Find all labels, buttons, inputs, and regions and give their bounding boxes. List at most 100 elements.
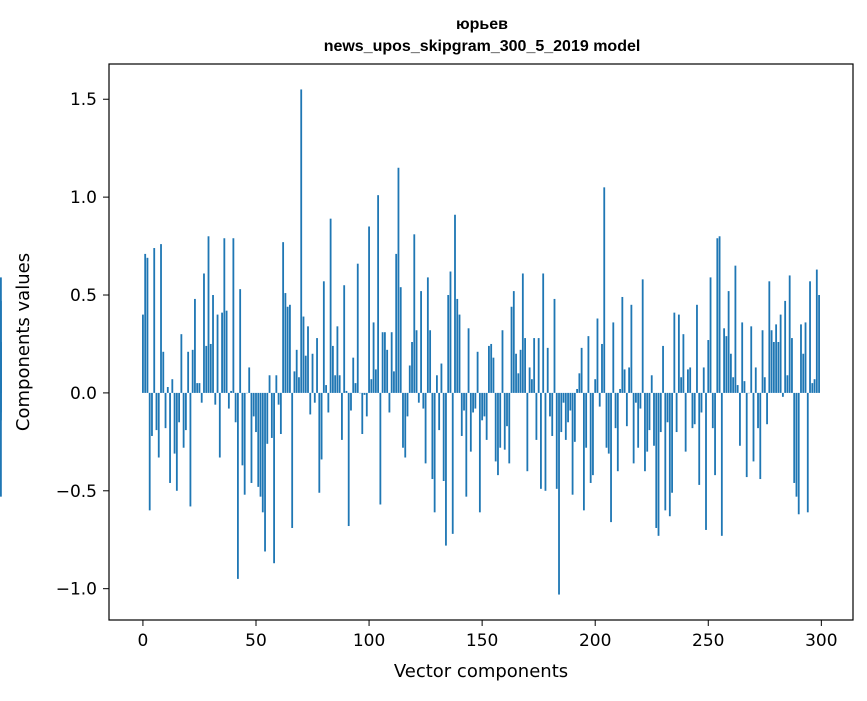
bar: [149, 393, 151, 510]
bar: [438, 393, 440, 430]
bar: [294, 371, 296, 393]
bar: [753, 393, 755, 462]
bar: [242, 393, 244, 465]
bar: [633, 393, 635, 463]
bar: [330, 219, 332, 393]
y-tick-label: 0.0: [70, 384, 97, 404]
bar: [309, 393, 311, 415]
bar: [777, 342, 779, 393]
bar: [452, 393, 454, 534]
bar: [486, 393, 488, 440]
bar: [411, 342, 413, 393]
bar: [744, 381, 746, 393]
bar: [375, 369, 377, 392]
bar: [696, 305, 698, 393]
y-tick-label: −0.5: [56, 482, 97, 502]
bar: [180, 334, 182, 393]
bar: [366, 393, 368, 416]
bar: [676, 393, 678, 432]
bar: [741, 322, 743, 392]
bar: [214, 393, 216, 405]
bar: [499, 393, 501, 448]
bar: [370, 379, 372, 393]
x-axis-label: Vector components: [394, 661, 568, 682]
bar: [208, 236, 210, 393]
bar: [334, 375, 336, 393]
x-tick-label: 0: [138, 631, 149, 651]
bar: [540, 393, 542, 489]
bar: [327, 393, 329, 413]
bar: [472, 393, 474, 413]
bar: [416, 330, 418, 393]
bar: [176, 393, 178, 491]
bar: [615, 393, 617, 428]
bar: [635, 393, 637, 403]
bar: [493, 358, 495, 393]
bar: [603, 187, 605, 393]
bar: [357, 264, 359, 393]
bar: [692, 393, 694, 428]
bar: [599, 393, 601, 407]
bar: [377, 195, 379, 393]
bar: [332, 346, 334, 393]
bar: [728, 291, 730, 393]
bar: [248, 367, 250, 392]
bar: [223, 238, 225, 393]
bar: [232, 238, 234, 393]
bar: [716, 238, 718, 393]
bar: [262, 393, 264, 512]
bar: [762, 330, 764, 393]
bar: [253, 393, 255, 416]
bar: [165, 393, 167, 428]
bar: [529, 367, 531, 392]
bar: [725, 336, 727, 393]
bar: [420, 291, 422, 393]
bar: [660, 393, 662, 432]
bar: [199, 383, 201, 393]
bar: [325, 385, 327, 393]
bar: [513, 291, 515, 393]
bar: [151, 393, 153, 436]
bar: [454, 215, 456, 393]
bar: [818, 295, 820, 393]
bar: [673, 313, 675, 393]
bar: [515, 354, 517, 393]
bar: [280, 393, 282, 434]
bar: [719, 236, 721, 393]
bar: [389, 393, 391, 413]
bar: [576, 389, 578, 393]
bar: [606, 393, 608, 448]
bar: [483, 393, 485, 416]
bar: [402, 393, 404, 448]
bar: [434, 393, 436, 512]
bar: [160, 244, 162, 393]
bar: [307, 326, 309, 393]
x-tick-label: 50: [245, 631, 267, 651]
bar: [337, 326, 339, 393]
bar: [210, 344, 212, 393]
bar: [305, 356, 307, 393]
bar: [409, 365, 411, 392]
bar: [144, 254, 146, 393]
bar: [393, 371, 395, 393]
bar: [551, 393, 553, 436]
bar: [192, 350, 194, 393]
bar: [560, 393, 562, 432]
bar: [495, 393, 497, 462]
bar: [282, 242, 284, 393]
bar: [621, 297, 623, 393]
bar: [757, 393, 759, 428]
bar: [506, 393, 508, 426]
bar: [404, 393, 406, 458]
bar: [597, 319, 599, 393]
bar: [524, 338, 526, 393]
bar: [707, 340, 709, 393]
bar: [739, 393, 741, 446]
bar: [142, 315, 144, 393]
bar: [640, 393, 642, 409]
bar: [339, 375, 341, 393]
bar: [203, 273, 205, 392]
bar: [429, 330, 431, 393]
bar: [780, 315, 782, 393]
bar: [386, 350, 388, 393]
